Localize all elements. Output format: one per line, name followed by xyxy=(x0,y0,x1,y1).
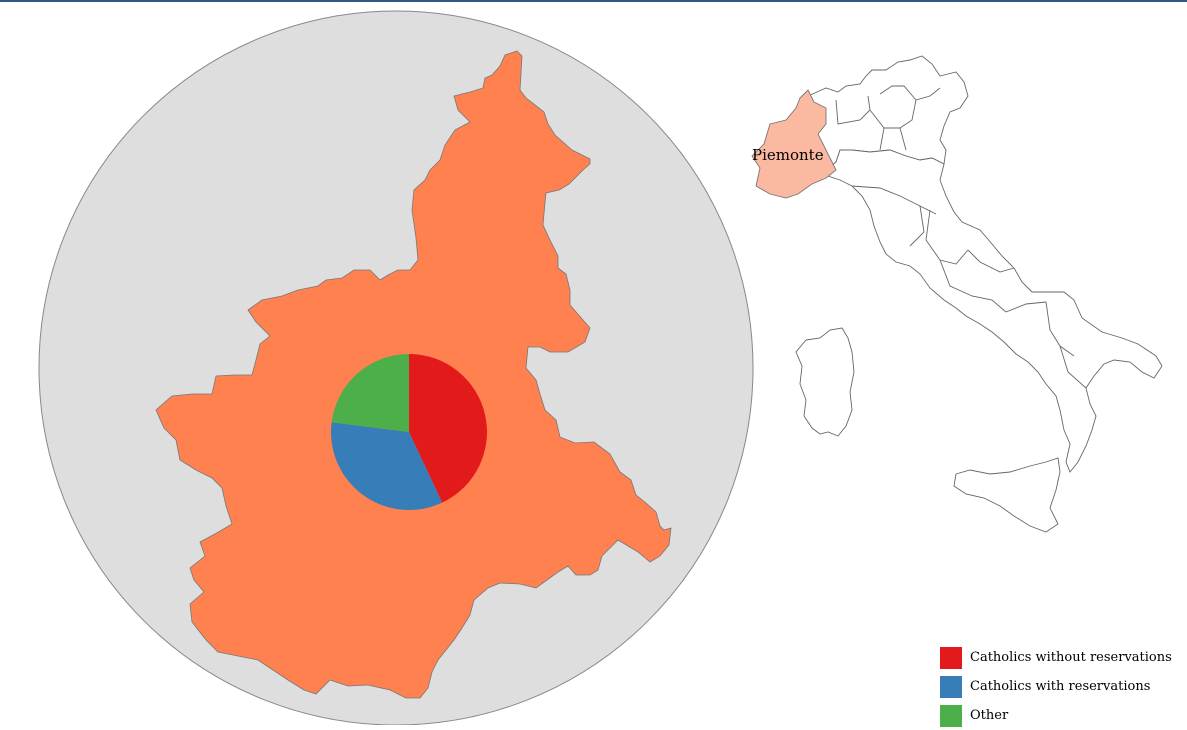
italy-north-divisions xyxy=(835,85,941,151)
pie-chart xyxy=(331,354,487,510)
piemonte-label: Piemonte xyxy=(752,146,824,164)
legend-swatch xyxy=(940,704,962,727)
sardegna-shape[interactable] xyxy=(795,327,855,437)
legend-item-catholics-with-reservations: Catholics with reservations xyxy=(940,672,1172,701)
legend-swatch xyxy=(940,646,962,669)
legend-label: Catholics with reservations xyxy=(970,679,1151,694)
pie-slice-catholics-with-reservations[interactable] xyxy=(331,422,443,510)
legend-item-other: Other xyxy=(940,701,1172,730)
italy-central-south[interactable] xyxy=(825,149,1163,473)
piemonte-small-shape[interactable] xyxy=(751,89,837,199)
italy-map: Piemonte xyxy=(751,55,1163,533)
legend-swatch xyxy=(940,675,962,698)
top-rule xyxy=(0,0,1187,2)
pie-slice-other[interactable] xyxy=(331,354,409,432)
legend: Catholics without reservations Catholics… xyxy=(940,643,1172,730)
italy-central-divisions xyxy=(851,185,1087,389)
pie-slice-catholics-without-reservations[interactable] xyxy=(409,354,487,503)
sicilia-shape[interactable] xyxy=(953,457,1061,533)
legend-label: Other xyxy=(970,708,1009,723)
legend-label: Catholics without reservations xyxy=(970,650,1172,665)
legend-item-catholics-without-reservations: Catholics without reservations xyxy=(940,643,1172,672)
